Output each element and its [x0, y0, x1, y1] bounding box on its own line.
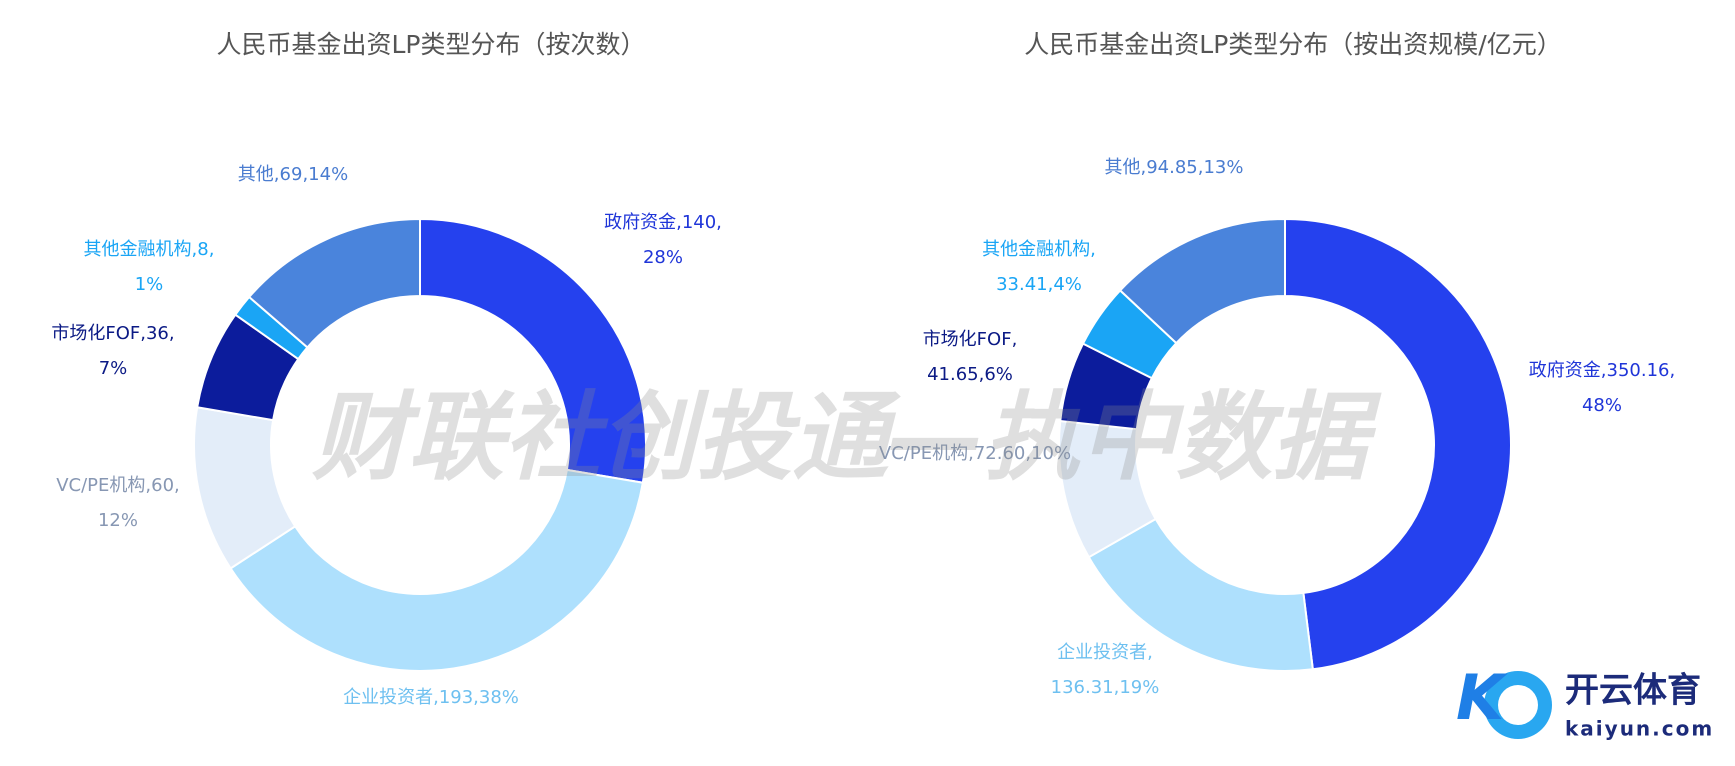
slice-label: 企业投资者,193,38%	[343, 687, 519, 708]
slice-label-part: 28%	[643, 247, 683, 268]
slice-label: 政府资金,350.16,	[1529, 360, 1675, 381]
watermark: 财联社创投通—执中数据	[312, 381, 1382, 493]
slice-label-part: VC/PE机构	[56, 475, 145, 496]
slice-label-part: 1%	[135, 274, 164, 295]
slice-label-part: ,	[169, 323, 175, 344]
slice-label-part: 4%	[1053, 274, 1082, 295]
slice-label: 政府资金,140,	[604, 212, 722, 233]
slice-label-part: 市场化FOF	[923, 329, 1012, 350]
slice-label-part: ,	[1198, 157, 1204, 178]
slice-label: VC/PE机构,72.60,10%	[879, 443, 1071, 464]
slice-label-part: 60	[151, 475, 174, 496]
logo-icon	[1498, 685, 1538, 725]
slice-label-part: 69	[280, 164, 303, 185]
slice-label-part: 140	[682, 212, 716, 233]
slice-label-part: 14%	[308, 164, 348, 185]
slice-label: 33.41,4%	[996, 274, 1082, 295]
slice-label-part: 38%	[479, 687, 519, 708]
logo: K 开云体育 kaiyun.com	[1456, 661, 1714, 741]
slice-label-part: VC/PE机构	[879, 443, 968, 464]
slice-label: 41.65,6%	[927, 364, 1013, 385]
logo-name: 开云体育	[1565, 671, 1701, 711]
slice-label-part: 33.41	[996, 274, 1048, 295]
donut-slice	[1284, 217, 1512, 671]
slice-label-part: 48%	[1582, 395, 1622, 416]
slice-label: 7%	[99, 358, 128, 379]
slice-label: 市场化FOF,36,	[51, 323, 174, 344]
donut-slice	[419, 217, 647, 484]
slice-label: 136.31,19%	[1051, 677, 1160, 698]
slice-label-part: 72.60	[974, 443, 1026, 464]
charts: 政府资金,140,28%企业投资者,193,38%VC/PE机构,60,12%市…	[51, 157, 1675, 708]
donut-slice	[247, 217, 421, 349]
slice-label-part: 350.16	[1607, 360, 1670, 381]
slice-label-part: 其他金融机构	[84, 239, 192, 260]
slice-label: 其他金融机构,8,	[84, 239, 215, 260]
slice-label-part: ,	[302, 164, 308, 185]
slice-label-part: ,	[140, 323, 146, 344]
slice-label-part: 12%	[98, 510, 138, 531]
slice-label: VC/PE机构,60,	[56, 475, 180, 496]
slice-label-part: ,	[1147, 642, 1153, 663]
logo-icon: K	[1456, 661, 1508, 734]
slice-label-part: ,	[676, 212, 682, 233]
chart-title: 人民币基金出资LP类型分布（按次数）	[216, 30, 645, 59]
slice-label-part: 其他	[238, 164, 274, 185]
slice-label-part: ,	[209, 239, 215, 260]
slice-label-part: ,	[433, 687, 439, 708]
slice-label-part: 市场化FOF	[51, 323, 140, 344]
slice-label-part: ,	[174, 475, 180, 496]
slice-label-part: ,	[145, 475, 151, 496]
slice-label-part: ,	[1601, 360, 1607, 381]
slice-label: 其他,69,14%	[238, 164, 348, 185]
slice-label-part: ,	[192, 239, 198, 260]
slice-label-part: ,	[1090, 239, 1096, 260]
slice-label-part: ,	[1048, 274, 1054, 295]
slice-label: 1%	[135, 274, 164, 295]
slice-label-part: 其他	[1104, 157, 1140, 178]
slice-label-part: 19%	[1119, 677, 1159, 698]
slice-label: 其他,94.85,13%	[1104, 157, 1243, 178]
slice-label-part: ,	[1025, 443, 1031, 464]
slice-label-part: ,	[1669, 360, 1675, 381]
donut-slice	[229, 468, 644, 672]
slice-label-part: 94.85	[1146, 157, 1198, 178]
slice-label-part: ,	[1012, 329, 1018, 350]
slice-label-part: 6%	[984, 364, 1013, 385]
slice-label-part: 41.65	[927, 364, 979, 385]
slice-label: 企业投资者,	[1057, 642, 1153, 663]
slice-label-part: 其他金融机构	[982, 239, 1090, 260]
slice-label-part: 13%	[1203, 157, 1243, 178]
logo-domain: kaiyun.com	[1565, 717, 1714, 741]
slice-label-part: ,	[1114, 677, 1120, 698]
slice-label-part: ,	[716, 212, 722, 233]
slice-label: 12%	[98, 510, 138, 531]
chart-title: 人民币基金出资LP类型分布（按出资规模/亿元）	[1024, 30, 1561, 59]
slice-label: 市场化FOF,	[923, 329, 1018, 350]
slice-label: 28%	[643, 247, 683, 268]
slice-label-part: 36	[146, 323, 169, 344]
slice-label: 48%	[1582, 395, 1622, 416]
slice-label-part: 7%	[99, 358, 128, 379]
slice-label-part: 政府资金	[1529, 360, 1601, 381]
slice-label-part: ,	[1140, 157, 1146, 178]
donut-slice	[1118, 217, 1286, 345]
slice-label-part: 136.31	[1051, 677, 1114, 698]
slice-label-part: 政府资金	[604, 212, 676, 233]
slice-label-part: ,	[473, 687, 479, 708]
slice-label-part: ,	[979, 364, 985, 385]
slice-label-part: 10%	[1031, 443, 1071, 464]
slice-label-part: 企业投资者	[343, 687, 433, 708]
slice-label-part: ,	[274, 164, 280, 185]
slice-label: 其他金融机构,	[982, 239, 1096, 260]
slice-label-part: ,	[968, 443, 974, 464]
slice-label-part: 193	[439, 687, 473, 708]
slice-label-part: 8	[197, 239, 208, 260]
slice-label-part: 企业投资者	[1057, 642, 1147, 663]
